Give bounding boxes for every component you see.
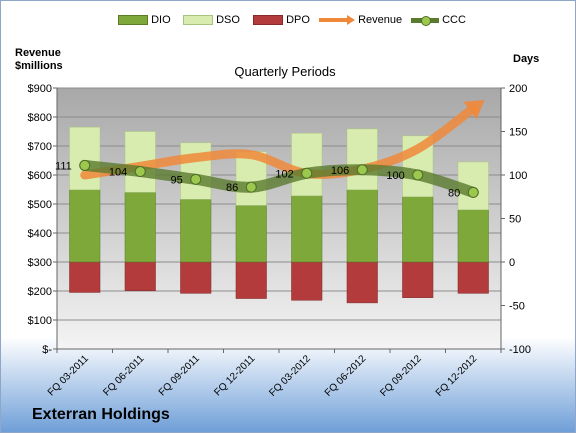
- legend-revenue-swatch: [319, 18, 347, 23]
- ccc-data-label: 102: [275, 168, 293, 180]
- ccc-data-label: 80: [448, 187, 460, 199]
- ccc-data-label: 111: [55, 160, 72, 172]
- x-tick-label: FQ 12-2011: [212, 353, 257, 398]
- right-tick-label: 150: [509, 127, 527, 139]
- bar-dpo: [291, 261, 323, 301]
- bar-dio: [124, 192, 156, 263]
- x-tick-label: FQ 06-2012: [323, 353, 369, 399]
- left-tick-label: $300: [28, 257, 52, 269]
- ccc-data-label: 95: [171, 174, 183, 186]
- ccc-point: [412, 169, 424, 181]
- legend-revenue-arrow-icon: [347, 15, 355, 26]
- right-tick-label: -100: [509, 344, 531, 356]
- plot-area: [57, 88, 501, 349]
- left-tick-label: $200: [28, 286, 52, 298]
- ccc-point: [356, 164, 368, 176]
- x-tick-label: FQ 06-2011: [101, 353, 146, 398]
- bar-dio: [402, 196, 434, 263]
- legend-dso-label: DSO: [216, 14, 240, 26]
- legend-ccc-marker-icon: [421, 15, 431, 26]
- legend-ccc-swatch: [411, 15, 439, 26]
- ccc-point: [134, 166, 146, 178]
- legend-dio-swatch: [118, 15, 148, 26]
- legend-dpo: DPO: [253, 13, 310, 27]
- x-tick-label: FQ 03-2012: [267, 353, 313, 399]
- bar-dso: [291, 132, 323, 197]
- right-tick-label: 0: [509, 257, 515, 269]
- ccc-data-label: 106: [331, 165, 349, 177]
- ccc-point: [301, 167, 313, 179]
- legend-dpo-label: DPO: [286, 14, 310, 26]
- legend-dio-label: DIO: [151, 14, 171, 26]
- x-tick-label: FQ 09-2011: [157, 353, 202, 398]
- legend-dso-swatch: [183, 15, 213, 26]
- ccc-point: [79, 159, 91, 171]
- left-tick-label: $-: [42, 344, 52, 356]
- ccc-point: [467, 186, 479, 198]
- legend-revenue: Revenue: [319, 13, 402, 27]
- left-tick-label: $400: [28, 228, 52, 240]
- left-tick-label: $900: [28, 83, 52, 95]
- bar-dio: [180, 199, 212, 263]
- right-tick-label: 200: [509, 83, 527, 95]
- bar-dpo: [402, 261, 434, 298]
- bar-dpo: [235, 261, 267, 299]
- ccc-point: [190, 173, 202, 185]
- ccc-data-label: 100: [386, 170, 404, 182]
- bar-dio: [457, 209, 489, 263]
- left-tick-label: $100: [28, 315, 52, 327]
- revenue-line: [80, 103, 478, 180]
- legend-dpo-swatch: [253, 15, 283, 26]
- bar-dpo: [124, 261, 156, 291]
- bar-dpo: [457, 261, 489, 294]
- revenue-arrowhead: [463, 100, 485, 120]
- ccc-data-label: 86: [226, 182, 238, 194]
- legend-ccc-label: CCC: [442, 14, 466, 26]
- legend-dio: DIO: [118, 13, 171, 27]
- bar-dio: [346, 189, 378, 263]
- company-name: Exterran Holdings: [32, 406, 170, 423]
- x-tick-label: FQ 09-2012: [378, 353, 424, 399]
- x-tick-label: FQ 12-2012: [434, 353, 480, 399]
- right-axis-title: Days: [513, 53, 540, 65]
- bar-dso: [69, 126, 101, 191]
- left-tick-label: $800: [28, 112, 52, 124]
- left-tick-label: $600: [28, 170, 52, 182]
- bar-dso: [180, 142, 212, 200]
- left-tick-label: $700: [28, 141, 52, 153]
- left-tick-label: $500: [28, 199, 52, 211]
- bar-dso: [235, 151, 267, 206]
- bar-dpo: [180, 261, 212, 294]
- chart-title: Quarterly Periods: [234, 64, 336, 79]
- bar-dpo: [346, 261, 378, 304]
- left-axis-title-line2: $millions: [15, 60, 63, 72]
- ccc-point: [245, 181, 257, 193]
- ccc-data-label: 104: [109, 167, 127, 179]
- legend-revenue-label: Revenue: [358, 14, 403, 26]
- bar-dso: [346, 128, 378, 191]
- x-tick-label: FQ 03-2011: [46, 353, 91, 398]
- bar-dpo: [69, 261, 101, 293]
- bar-dio: [291, 195, 323, 263]
- bar-dio: [69, 189, 101, 263]
- legend-dso: DSO: [183, 13, 240, 27]
- right-tick-label: -50: [509, 301, 525, 313]
- right-tick-label: 50: [509, 214, 521, 226]
- legend-ccc: CCC: [411, 13, 466, 27]
- left-axis-title-line1: Revenue: [15, 47, 61, 59]
- bar-dio: [235, 205, 267, 263]
- right-tick-label: 100: [509, 170, 527, 182]
